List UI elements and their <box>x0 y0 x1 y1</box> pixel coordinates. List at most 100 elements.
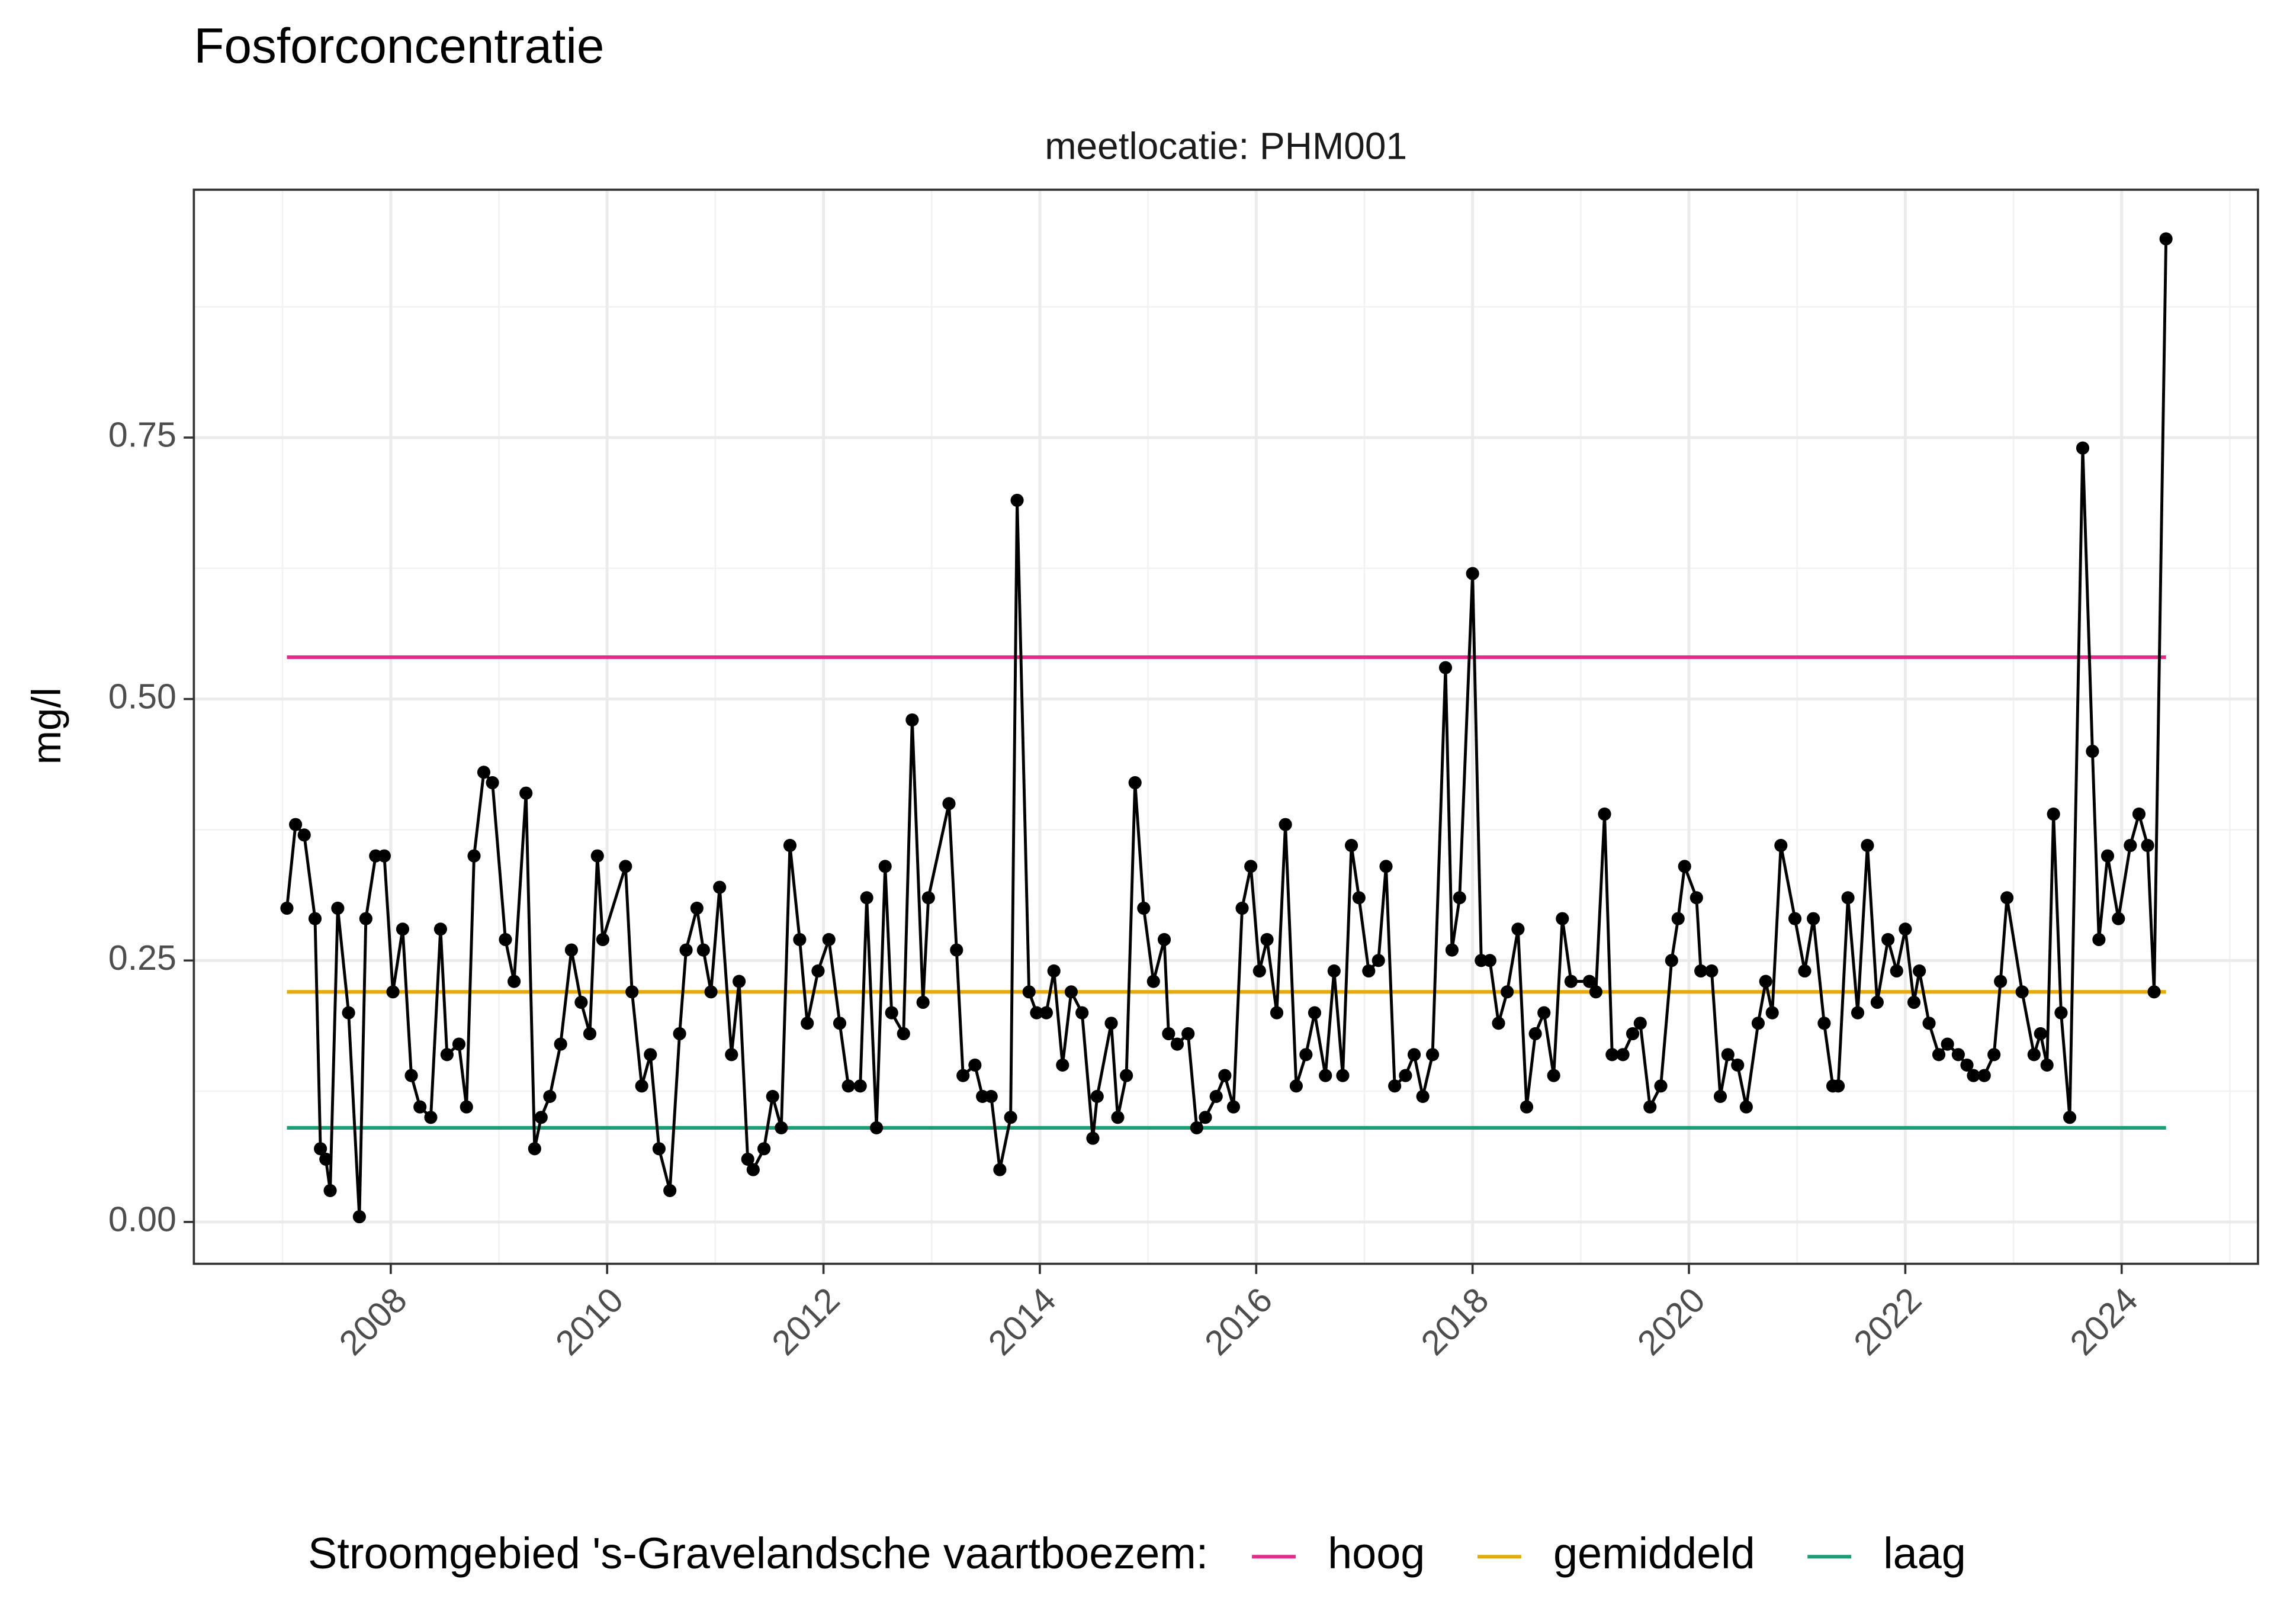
legend-title: Stroomgebied 's-Gravelandsche vaartboeze… <box>308 1529 1208 1578</box>
data-point <box>1841 891 1855 905</box>
data-point <box>1528 1027 1542 1041</box>
data-point <box>460 1100 473 1114</box>
data-point <box>1260 932 1274 947</box>
data-point <box>1199 1111 1212 1124</box>
data-point <box>1870 995 1884 1009</box>
data-point <box>1861 838 1874 853</box>
data-point <box>1299 1048 1313 1062</box>
data-point <box>950 943 963 957</box>
data-point <box>1564 975 1578 988</box>
data-point <box>1047 964 1061 978</box>
data-point <box>860 891 873 905</box>
data-point <box>733 975 746 988</box>
data-point <box>822 932 836 947</box>
data-point <box>783 838 797 853</box>
data-point <box>574 995 588 1009</box>
data-point <box>841 1079 855 1093</box>
data-point <box>1765 1006 1779 1020</box>
data-point <box>1851 1006 1865 1020</box>
data-point <box>1344 838 1358 853</box>
data-point <box>386 985 400 999</box>
data-point <box>1319 1069 1332 1082</box>
data-point <box>2054 1006 2068 1020</box>
data-point <box>1170 1037 1184 1051</box>
data-point <box>1090 1089 1104 1104</box>
data-point <box>1807 912 1820 925</box>
data-point <box>377 849 391 863</box>
data-point <box>1022 985 1036 999</box>
data-point <box>1181 1027 1195 1041</box>
data-point <box>942 797 956 811</box>
data-point <box>1739 1100 1753 1114</box>
data-point <box>440 1048 454 1062</box>
data-point <box>297 828 311 842</box>
data-point <box>725 1048 738 1062</box>
data-point <box>1759 975 1772 988</box>
data-point <box>342 1006 355 1020</box>
data-point <box>1616 1048 1630 1062</box>
data-point <box>314 1142 327 1156</box>
data-point <box>1626 1027 1640 1041</box>
data-point <box>1483 954 1496 967</box>
data-point <box>1694 964 1708 978</box>
legend-label: gemiddeld <box>1553 1529 1755 1578</box>
data-point <box>635 1079 648 1093</box>
data-point <box>1899 922 1912 936</box>
data-point <box>554 1037 567 1051</box>
data-point <box>1890 964 1903 978</box>
data-point <box>467 849 481 863</box>
data-point <box>1157 932 1171 947</box>
data-point <box>2040 1058 2054 1072</box>
data-point <box>916 995 930 1009</box>
data-point <box>2000 891 2014 905</box>
data-point <box>746 1163 760 1176</box>
data-point <box>1492 1017 1505 1030</box>
data-point <box>2076 441 2090 455</box>
chart-title: Fosforconcentratie <box>194 18 604 73</box>
data-point <box>508 975 521 988</box>
data-point <box>625 985 639 999</box>
data-point <box>833 1017 847 1030</box>
data-point <box>1336 1069 1350 1082</box>
data-point <box>811 964 825 978</box>
data-point <box>1817 1017 1831 1030</box>
data-point <box>433 922 447 936</box>
data-point <box>519 786 533 800</box>
data-point <box>1010 493 1024 507</box>
data-point <box>1713 1089 1727 1104</box>
data-point <box>1705 964 1719 978</box>
data-point <box>2132 807 2146 821</box>
y-tick-label: 0.00 <box>108 1200 176 1239</box>
data-point <box>2027 1048 2041 1062</box>
data-point <box>404 1069 418 1082</box>
data-point <box>2063 1111 2077 1124</box>
data-point <box>319 1152 333 1166</box>
data-point <box>1379 860 1393 873</box>
data-point <box>696 943 710 957</box>
data-point <box>1453 891 1466 905</box>
data-point <box>1994 975 2008 988</box>
data-point <box>1665 954 1678 967</box>
data-point <box>1372 954 1385 967</box>
data-point <box>352 1210 366 1224</box>
data-point <box>1146 975 1160 988</box>
data-point <box>1327 964 1341 978</box>
data-point <box>1798 964 1812 978</box>
data-point <box>905 713 919 727</box>
data-point <box>1907 995 1921 1009</box>
data-point <box>1654 1079 1668 1093</box>
data-point <box>1162 1027 1175 1041</box>
data-point <box>1678 860 1691 873</box>
data-point <box>1922 1017 1936 1030</box>
data-point <box>652 1142 666 1156</box>
data-point <box>663 1184 677 1198</box>
data-point <box>583 1027 597 1041</box>
data-point <box>704 985 718 999</box>
data-point <box>897 1027 910 1041</box>
data-point <box>1218 1069 1232 1082</box>
data-point <box>413 1100 427 1114</box>
data-point <box>1605 1048 1619 1062</box>
data-point <box>1004 1111 1017 1124</box>
data-point <box>878 860 892 873</box>
